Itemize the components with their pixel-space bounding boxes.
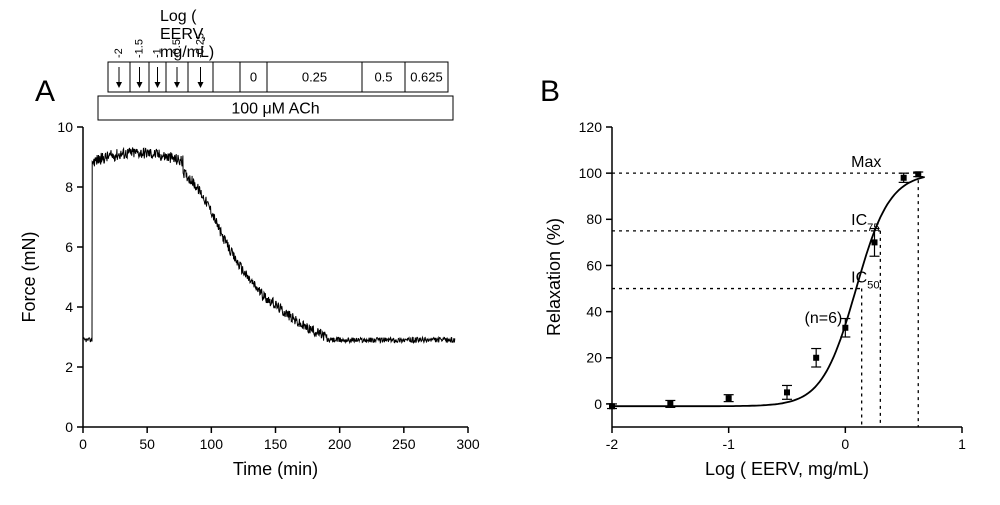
svg-text:1: 1 <box>958 436 966 452</box>
svg-text:0: 0 <box>594 396 602 412</box>
svg-text:(n=6): (n=6) <box>805 310 843 327</box>
svg-text:20: 20 <box>586 350 602 366</box>
svg-text:Max: Max <box>851 154 881 171</box>
svg-text:120: 120 <box>579 119 603 135</box>
figure-root: A Log ( EERV, mg/mL) -2-1.5-1-0.5-0.2500… <box>0 0 1000 505</box>
svg-text:100: 100 <box>579 165 603 181</box>
svg-text:-1: -1 <box>722 436 735 452</box>
svg-text:Log ( EERV, mg/mL): Log ( EERV, mg/mL) <box>705 459 869 479</box>
svg-text:Relaxation (%): Relaxation (%) <box>544 218 564 336</box>
svg-text:80: 80 <box>586 211 602 227</box>
svg-text:-2: -2 <box>606 436 619 452</box>
panel-b-svg: -2-101020406080100120Log ( EERV, mg/mL)R… <box>0 0 1000 505</box>
svg-text:0: 0 <box>841 436 849 452</box>
svg-text:40: 40 <box>586 304 602 320</box>
svg-text:60: 60 <box>586 257 602 273</box>
